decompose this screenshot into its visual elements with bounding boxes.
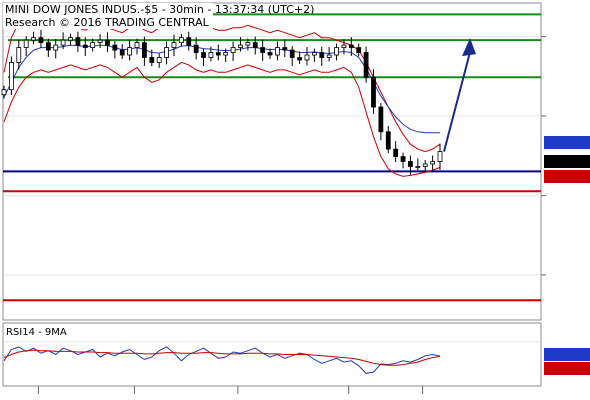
candle-body — [275, 47, 280, 56]
candle-body — [245, 42, 251, 46]
candle-body — [23, 39, 29, 48]
candle-body — [385, 131, 391, 150]
candle-body — [134, 42, 140, 48]
candle-body — [304, 54, 310, 61]
candle-body — [215, 52, 221, 56]
candle-body — [348, 44, 354, 48]
candle-body — [149, 57, 155, 63]
candle-body — [230, 47, 236, 53]
rsi-title: RSI14 - 9MA — [6, 327, 67, 338]
projection-arrow-head — [462, 38, 476, 57]
candle-body — [430, 161, 436, 165]
candle-body — [119, 49, 125, 56]
candle-body — [8, 62, 14, 91]
candle-body — [437, 151, 443, 162]
candle-body — [371, 76, 376, 108]
header-bg — [3, 3, 213, 29]
candle-body — [201, 52, 206, 58]
candle-body — [400, 156, 406, 162]
candle-body — [105, 39, 110, 46]
candle-body — [415, 166, 421, 168]
value-tag-bg — [544, 348, 590, 361]
rsi-series-line — [3, 346, 441, 374]
candle-body — [178, 37, 184, 44]
candle-body — [267, 52, 273, 56]
candle-body — [1, 89, 7, 96]
candle-body — [193, 44, 199, 53]
candle-body — [171, 42, 177, 48]
rsi-plot-frame — [2, 322, 542, 387]
candle-body — [53, 44, 59, 51]
value-tag-bg — [544, 136, 590, 149]
axis-layer — [37, 36, 546, 394]
candle-body — [38, 37, 44, 44]
tag-layer — [544, 136, 590, 375]
candle-body — [164, 47, 169, 58]
candle-body — [252, 42, 258, 48]
candle-body — [223, 52, 229, 56]
candle-body — [97, 39, 103, 44]
rsi-layer — [3, 346, 441, 374]
candle-body — [68, 37, 73, 41]
candle-body — [319, 52, 325, 58]
candle-body — [422, 163, 428, 167]
candle-body — [208, 52, 214, 58]
rsi-series-line — [3, 349, 441, 366]
candle-body — [45, 42, 51, 51]
candle-body — [156, 57, 162, 63]
value-tag-bg — [544, 170, 590, 183]
candle-body — [311, 52, 317, 56]
candle-body — [90, 42, 96, 48]
candle-body — [289, 49, 295, 58]
candle-body — [260, 47, 266, 53]
chart-title: MINI DOW JONES INDUS.-$5 - 30min - 13:37… — [5, 3, 314, 16]
candle-body — [142, 42, 147, 58]
candle-body — [127, 47, 133, 56]
projection-arrow-line — [443, 51, 471, 152]
candle-body — [82, 44, 88, 48]
candle-body — [326, 54, 332, 58]
candle-body — [75, 37, 81, 46]
candle-body — [363, 52, 369, 78]
candle-body — [297, 57, 302, 61]
lower-band-line — [3, 61, 441, 177]
value-tag-bg — [544, 155, 590, 168]
candle-body — [408, 161, 413, 167]
candle-body — [378, 106, 384, 133]
grid-layer — [3, 36, 541, 343]
candle-body — [356, 47, 362, 53]
candle-body — [238, 44, 243, 48]
chart-subtitle: Research © 2016 TRADING CENTRAL — [5, 16, 210, 29]
price-plot-frame — [2, 2, 542, 321]
candle-layer — [1, 29, 443, 175]
candle-body — [186, 37, 192, 46]
candle-body — [341, 44, 347, 48]
candle-body — [31, 37, 36, 41]
value-tag-bg — [544, 362, 590, 375]
candle-body — [60, 39, 66, 46]
candle-body — [282, 47, 288, 51]
candle-body — [112, 44, 118, 51]
candle-body — [393, 148, 399, 157]
candle-body — [334, 47, 339, 56]
candle-body — [16, 47, 22, 63]
